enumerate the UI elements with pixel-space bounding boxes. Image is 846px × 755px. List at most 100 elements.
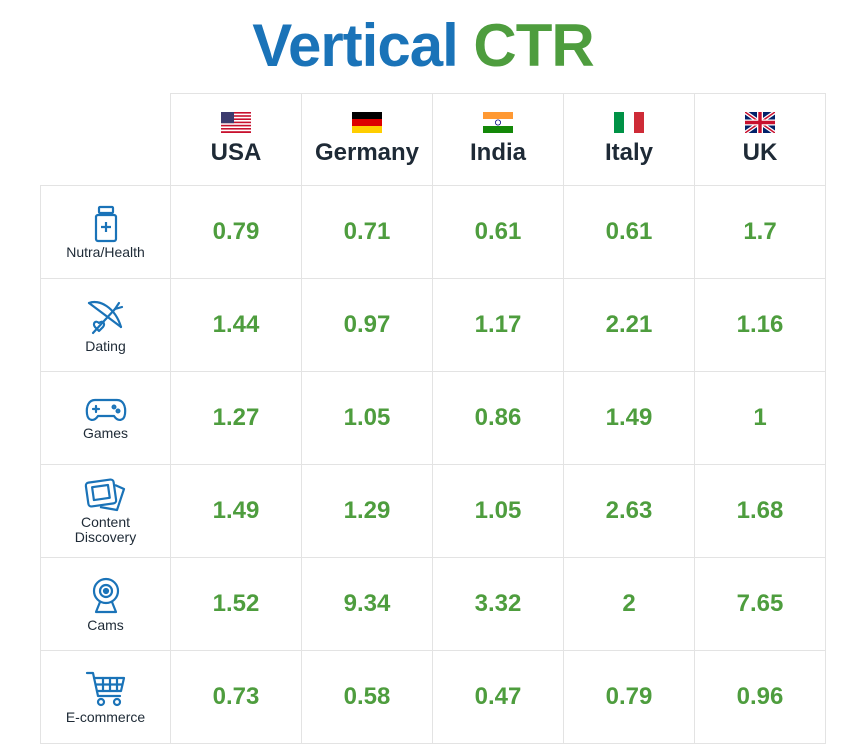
row-header: Dating xyxy=(40,278,171,372)
value-label: 1.44 xyxy=(212,311,260,338)
row-label: Cams xyxy=(87,616,124,633)
column-header-usa: USA xyxy=(170,93,302,186)
webcam-icon xyxy=(92,577,119,613)
table-cell: 0.79 xyxy=(563,650,695,744)
value-label: 1.05 xyxy=(343,404,391,431)
value-label: 0.71 xyxy=(343,218,391,245)
table-cell: 2 xyxy=(563,557,695,651)
row-label: Games xyxy=(82,424,129,441)
column-label: Italy xyxy=(604,139,654,166)
row-header: Games xyxy=(40,371,171,465)
value-label: 0.97 xyxy=(343,311,391,338)
table-cell: 0.61 xyxy=(432,185,564,279)
column-header-germany: Germany xyxy=(301,93,433,186)
table-row-games: Games 1.27 1.05 0.86 1.49 1 xyxy=(40,371,826,465)
header-row: USA Germany India It xyxy=(40,93,826,186)
table-cell: 0.58 xyxy=(301,650,433,744)
table-cell: 2.21 xyxy=(563,278,695,372)
row-header: E-commerce xyxy=(40,650,171,744)
value-label: 1.17 xyxy=(474,311,522,338)
table-row-cams: Cams 1.52 9.34 3.32 2 7.65 xyxy=(40,557,826,651)
table-cell: 1.27 xyxy=(170,371,302,465)
column-header-italy: Italy xyxy=(563,93,695,186)
column-header-india: India xyxy=(432,93,564,186)
table-row-dating: Dating 1.44 0.97 1.17 2.21 1.16 xyxy=(40,278,826,372)
value-label: 0.86 xyxy=(474,404,522,431)
table-row-e-commerce: E-commerce 0.73 0.58 0.47 0.79 0.96 xyxy=(40,650,826,744)
table-cell: 1.7 xyxy=(694,185,826,279)
table-row-content-discovery: Content Discovery 1.49 1.29 1.05 2.63 1.… xyxy=(40,464,826,558)
column-label: UK xyxy=(742,139,778,166)
table-cell: 1.68 xyxy=(694,464,826,558)
value-label: 0.73 xyxy=(212,683,260,710)
photo-stack-icon xyxy=(84,478,125,512)
table-row-nutra-health: Nutra/Health 0.79 0.71 0.61 0.61 1.7 xyxy=(40,185,826,279)
value-label: 0.61 xyxy=(474,218,522,245)
value-label: 1.68 xyxy=(736,497,784,524)
value-label: 0.96 xyxy=(736,683,784,710)
table-cell: 0.96 xyxy=(694,650,826,744)
table-cell: 0.97 xyxy=(301,278,433,372)
value-label: 1.52 xyxy=(212,590,260,617)
table-cell: 0.73 xyxy=(170,650,302,744)
italy-flag-icon xyxy=(614,112,644,133)
usa-flag-icon xyxy=(221,112,251,133)
table-cell: 1.05 xyxy=(301,371,433,465)
value-label: 1.49 xyxy=(605,404,653,431)
cupid-bow-icon xyxy=(87,300,123,334)
value-label: 0.79 xyxy=(605,683,653,710)
value-label: 2.63 xyxy=(605,497,653,524)
value-label: 1.7 xyxy=(743,218,777,245)
row-label: Nutra/Health xyxy=(66,243,145,260)
corner-cell xyxy=(40,93,171,186)
india-flag-icon xyxy=(483,112,513,133)
value-label: 0.79 xyxy=(212,218,260,245)
table-cell: 1.44 xyxy=(170,278,302,372)
value-label: 0.47 xyxy=(474,683,522,710)
value-label: 1 xyxy=(753,404,767,431)
gamepad-icon xyxy=(85,398,126,421)
column-label: USA xyxy=(210,139,262,166)
row-header: Cams xyxy=(40,557,171,651)
table-cell: 0.47 xyxy=(432,650,564,744)
germany-flag-icon xyxy=(352,112,382,133)
table-cell: 0.61 xyxy=(563,185,695,279)
value-label: 7.65 xyxy=(736,590,784,617)
row-label: Content Discovery xyxy=(74,514,137,545)
column-header-uk: UK xyxy=(694,93,826,186)
shopping-cart-icon xyxy=(85,671,125,706)
table-cell: 9.34 xyxy=(301,557,433,651)
table-cell: 1.05 xyxy=(432,464,564,558)
table-cell: 0.86 xyxy=(432,371,564,465)
table-cell: 0.79 xyxy=(170,185,302,279)
table-cell: 1.17 xyxy=(432,278,564,372)
chart-title: Vertical CTR xyxy=(0,10,846,82)
column-label: India xyxy=(469,139,526,166)
ctr-table: USA Germany India It xyxy=(40,93,826,744)
column-label: Germany xyxy=(314,139,420,166)
value-label: 1.05 xyxy=(474,497,522,524)
table-cell: 1 xyxy=(694,371,826,465)
table-cell: 1.29 xyxy=(301,464,433,558)
value-label: 1.27 xyxy=(212,404,260,431)
value-label: 2 xyxy=(622,590,636,617)
table-cell: 7.65 xyxy=(694,557,826,651)
row-label: Dating xyxy=(85,337,126,354)
table-cell: 1.16 xyxy=(694,278,826,372)
uk-flag-icon xyxy=(745,112,775,133)
title-part-ctr: CTR xyxy=(473,12,594,79)
row-label: E-commerce xyxy=(65,708,146,725)
table-cell: 3.32 xyxy=(432,557,564,651)
value-label: 1.16 xyxy=(736,311,784,338)
value-label: 0.61 xyxy=(605,218,653,245)
value-label: 2.21 xyxy=(605,311,653,338)
value-label: 0.58 xyxy=(343,683,391,710)
value-label: 1.49 xyxy=(212,497,260,524)
value-label: 3.32 xyxy=(474,590,522,617)
table-cell: 1.52 xyxy=(170,557,302,651)
row-header: Nutra/Health xyxy=(40,185,171,279)
bottle-icon xyxy=(94,205,117,242)
table-cell: 1.49 xyxy=(170,464,302,558)
title-part-vertical: Vertical xyxy=(252,12,458,79)
row-header: Content Discovery xyxy=(40,464,171,558)
